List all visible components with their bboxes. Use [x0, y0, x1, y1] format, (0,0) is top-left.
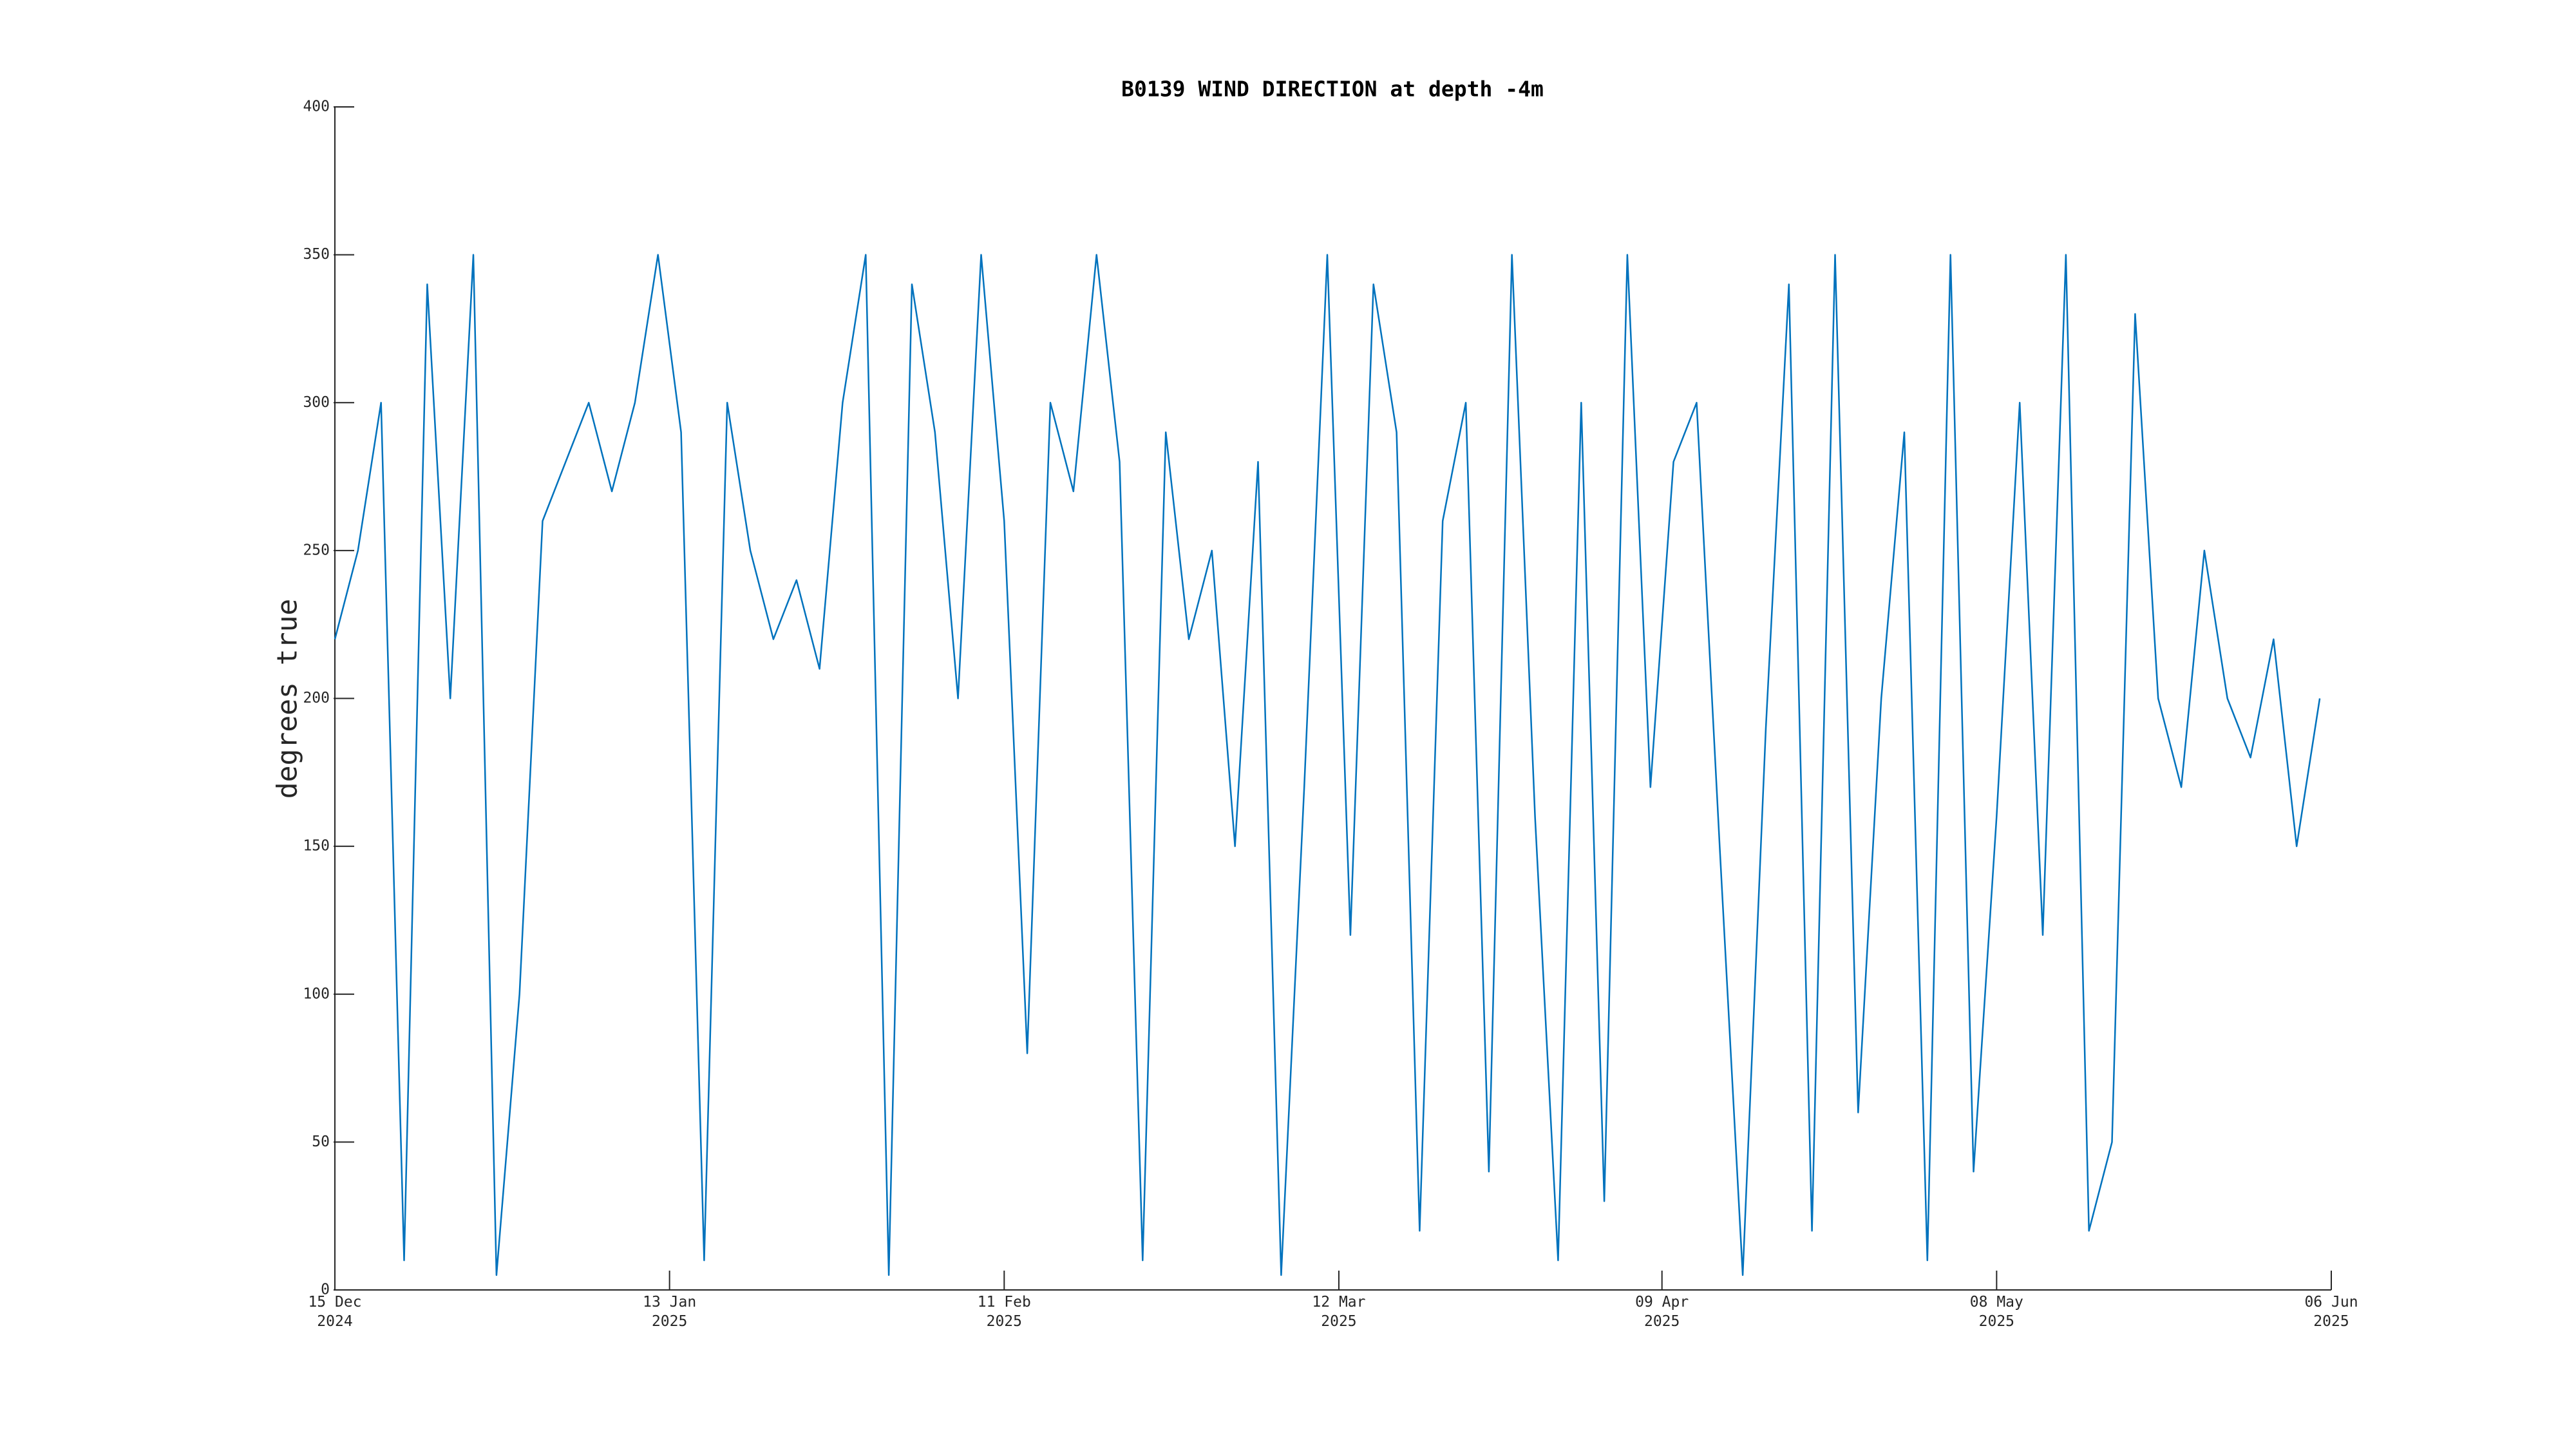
y-tick-label: 150	[303, 838, 330, 855]
y-tick-label: 250	[303, 542, 330, 558]
x-tick-label: 11 Feb 2025	[977, 1294, 1031, 1330]
y-tick-label: 300	[303, 394, 330, 411]
chart-title: B0139 WIND DIRECTION at depth -4m	[1121, 77, 1544, 102]
y-tick-label: 200	[303, 690, 330, 706]
x-tick-label: 09 Apr 2025	[1635, 1294, 1689, 1330]
y-tick-label: 0	[321, 1282, 330, 1298]
x-tick-label: 15 Dec 2024	[308, 1294, 362, 1330]
y-tick-label: 100	[303, 985, 330, 1002]
y-tick-label: 350	[303, 246, 330, 263]
y-tick-label: 400	[303, 99, 330, 115]
x-tick-label: 13 Jan 2025	[643, 1294, 697, 1330]
y-tick-label: 50	[312, 1133, 330, 1150]
data-line	[334, 254, 2321, 1276]
x-tick-label: 08 May 2025	[1969, 1294, 2023, 1330]
y-axis-label: degrees true	[272, 599, 304, 799]
x-tick-label: 06 Jun 2025	[2304, 1294, 2358, 1330]
x-tick-label: 12 Mar 2025	[1312, 1294, 1366, 1330]
